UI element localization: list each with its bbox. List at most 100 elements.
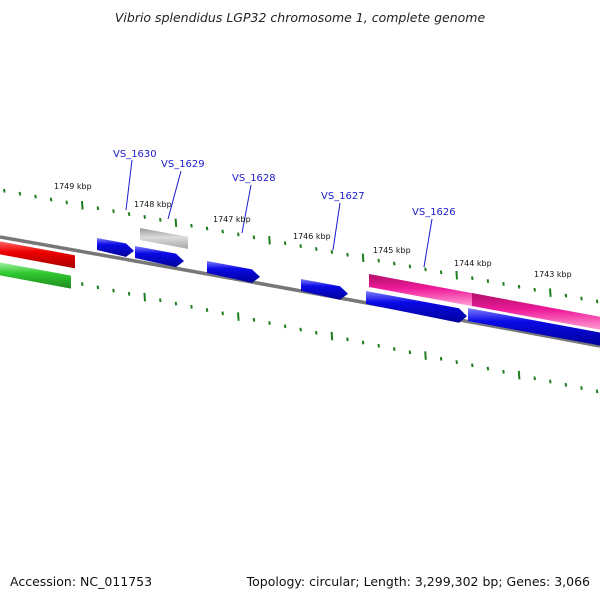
outer-tick bbox=[424, 267, 427, 272]
outer-tick bbox=[408, 264, 412, 269]
inner-tick bbox=[190, 304, 193, 309]
kbp-label: 1746 kbp bbox=[293, 232, 331, 241]
outer-tick bbox=[65, 200, 68, 205]
outer-tick bbox=[205, 226, 209, 231]
genome-summary-text: Topology: circular; Length: 3,299,302 bp… bbox=[246, 574, 590, 589]
outer-tick bbox=[533, 287, 536, 292]
inner-tick bbox=[96, 285, 100, 290]
gene-label-line bbox=[125, 159, 133, 211]
inner-tick bbox=[205, 308, 209, 313]
inner-tick bbox=[283, 324, 287, 329]
inner-tick bbox=[439, 356, 443, 361]
gene-green-bar bbox=[0, 262, 71, 289]
inner-tick bbox=[330, 331, 334, 341]
gene-arrow-vs1629 bbox=[135, 246, 184, 268]
outer-tick bbox=[221, 229, 224, 234]
map-title: Vibrio splendidus LGP32 chromosome 1, co… bbox=[114, 10, 486, 25]
inner-tick bbox=[564, 382, 568, 387]
gene-arrow-vs1628 bbox=[207, 261, 260, 283]
inner-tick bbox=[377, 343, 380, 348]
outer-tick bbox=[517, 284, 521, 289]
gene-grey-bar bbox=[140, 228, 188, 249]
kbp-label: 1744 kbp bbox=[454, 259, 492, 268]
outer-tick bbox=[502, 282, 505, 286]
kbp-label: 1749 kbp bbox=[54, 182, 92, 191]
outer-tick bbox=[283, 241, 287, 246]
outer-tick bbox=[112, 209, 115, 214]
outer-tick bbox=[49, 197, 53, 202]
outer-tick bbox=[455, 270, 458, 280]
outer-tick bbox=[159, 217, 162, 222]
inner-tick bbox=[471, 363, 474, 368]
outer-tick bbox=[595, 299, 599, 304]
inner-tick bbox=[127, 291, 131, 296]
gene-name-label: VS_1628 bbox=[232, 173, 276, 184]
outer-tick bbox=[237, 232, 240, 237]
kbp-label: 1748 kbp bbox=[134, 200, 172, 209]
position-ticks bbox=[3, 188, 599, 394]
gene-name-label: VS_1626 bbox=[412, 207, 456, 218]
outer-tick bbox=[252, 235, 256, 240]
inner-tick bbox=[517, 370, 521, 380]
gene-arrow-right bbox=[468, 308, 600, 346]
gene-label-line bbox=[167, 170, 182, 220]
inner-tick bbox=[112, 288, 115, 293]
inner-tick bbox=[424, 351, 427, 360]
inner-tick bbox=[533, 376, 536, 381]
outer-tick bbox=[174, 218, 178, 228]
outer-tick bbox=[315, 247, 318, 251]
gene-pink-bar-2 bbox=[472, 293, 600, 330]
gene-red-bar bbox=[0, 241, 75, 269]
accession-text: Accession: NC_011753 bbox=[10, 574, 153, 589]
inner-tick bbox=[268, 321, 271, 326]
gene-label-line bbox=[423, 218, 433, 268]
outer-tick bbox=[190, 223, 193, 228]
outer-tick bbox=[549, 288, 552, 297]
outer-tick bbox=[580, 296, 583, 301]
outer-tick bbox=[299, 244, 302, 248]
inner-tick bbox=[455, 360, 458, 365]
gene-label-line bbox=[332, 202, 341, 251]
inner-tick bbox=[174, 301, 178, 306]
outer-tick bbox=[361, 253, 365, 262]
inner-tick bbox=[299, 327, 302, 332]
chromosome-backbone bbox=[0, 235, 600, 348]
outer-tick bbox=[377, 258, 380, 263]
kbp-label: 1743 kbp bbox=[534, 270, 572, 279]
gene-label-line bbox=[241, 184, 252, 234]
outer-tick bbox=[81, 201, 84, 210]
gene-arrow-vs1630 bbox=[97, 238, 134, 257]
gene-arrow-vs1627 bbox=[301, 279, 348, 300]
inner-tick bbox=[502, 369, 505, 374]
outer-tick bbox=[346, 252, 349, 257]
gene-features bbox=[0, 228, 600, 346]
inner-tick bbox=[159, 298, 162, 303]
gene-name-label: VS_1630 bbox=[113, 149, 157, 160]
gene-label-lines bbox=[125, 159, 433, 268]
inner-tick bbox=[237, 312, 240, 321]
inner-tick bbox=[361, 340, 365, 345]
outer-tick bbox=[393, 261, 396, 266]
kbp-label: 1745 kbp bbox=[373, 246, 411, 255]
gene-arrow-vs1626 bbox=[366, 291, 467, 323]
outer-tick bbox=[127, 212, 131, 216]
inner-tick bbox=[221, 311, 224, 316]
inner-tick bbox=[315, 330, 318, 335]
inner-tick bbox=[252, 317, 256, 322]
inner-tick bbox=[580, 386, 583, 391]
outer-tick bbox=[96, 206, 100, 211]
outer-tick bbox=[330, 249, 334, 254]
map-labels: 1749 kbp 1748 kbp 1747 kbp 1746 kbp 1745 kbp… bbox=[54, 149, 572, 279]
outer-tick bbox=[564, 293, 568, 298]
inner-tick bbox=[143, 292, 146, 302]
gene-pink-bar bbox=[369, 274, 472, 307]
outer-tick bbox=[143, 215, 146, 219]
gene-name-label: VS_1629 bbox=[161, 159, 205, 170]
outer-tick bbox=[34, 194, 37, 199]
inner-tick bbox=[549, 379, 552, 384]
outer-tick bbox=[471, 276, 474, 281]
inner-tick bbox=[486, 366, 490, 371]
gene-name-label: VS_1627 bbox=[321, 191, 365, 202]
kbp-label: 1747 kbp bbox=[213, 215, 251, 224]
